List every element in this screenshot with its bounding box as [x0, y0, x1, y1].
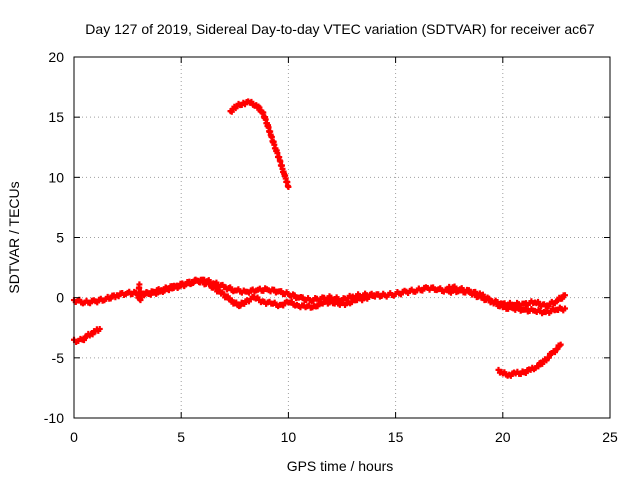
chart-title: Day 127 of 2019, Sidereal Day-to-day VTE… [85, 21, 595, 37]
x-axis-label: GPS time / hours [287, 458, 394, 474]
data-points [71, 98, 568, 379]
grid [74, 57, 610, 418]
x-tick-label: 25 [602, 429, 618, 445]
x-tick-label: 20 [495, 429, 511, 445]
y-axis-label: SDTVAR / TECUs [6, 181, 22, 293]
x-tick-label: 0 [70, 429, 78, 445]
data-point [561, 305, 568, 312]
data-point [479, 291, 486, 298]
y-tick-label: 0 [56, 290, 64, 306]
y-tick-label: 10 [48, 169, 64, 185]
data-point [81, 337, 88, 344]
data-point [557, 341, 564, 348]
data-point [559, 295, 566, 302]
data-point [207, 281, 214, 288]
data-point [561, 292, 568, 299]
data-point [285, 183, 292, 190]
y-tick-label: 15 [48, 109, 64, 125]
y-tick-label: 5 [56, 230, 64, 246]
data-point [96, 325, 103, 332]
y-tick-label: -10 [44, 410, 64, 426]
ticks: 0 5 10 15 20 25 -10 -5 0 5 10 15 20 [44, 49, 618, 445]
data-point [137, 297, 144, 304]
x-tick-label: 5 [177, 429, 185, 445]
data-point [371, 292, 378, 299]
x-tick-label: 15 [388, 429, 404, 445]
y-tick-label: -5 [52, 350, 65, 366]
data-point [535, 363, 542, 370]
y-tick-label: 20 [48, 49, 64, 65]
data-point [493, 299, 500, 306]
x-tick-label: 10 [281, 429, 297, 445]
